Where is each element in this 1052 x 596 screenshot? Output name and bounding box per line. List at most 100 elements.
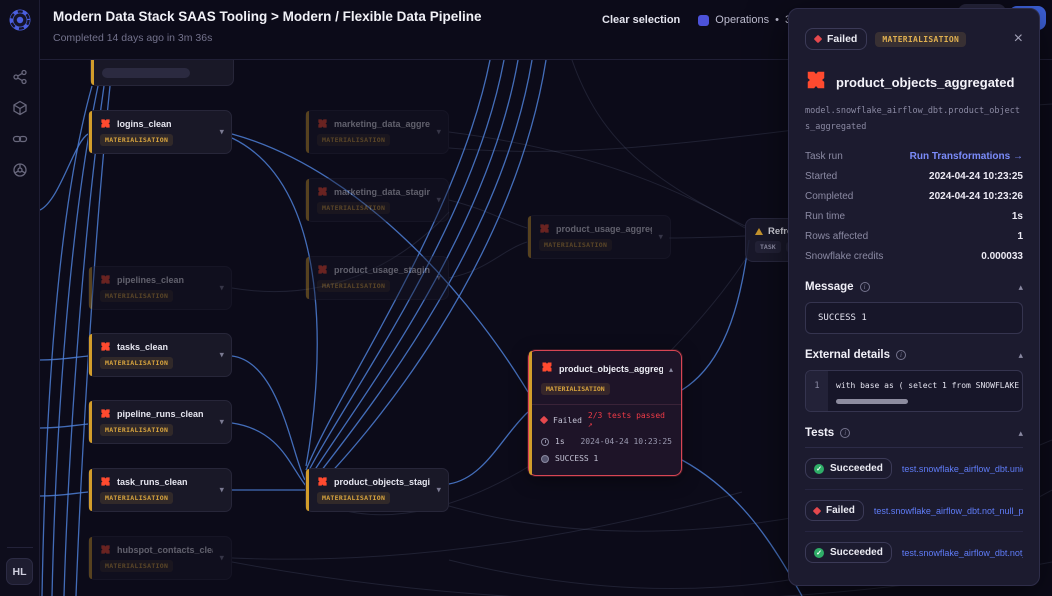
info-icon[interactable]: i bbox=[896, 350, 907, 361]
node-runtime-row: 1s 2024-04-24 10:23:25 bbox=[541, 433, 672, 450]
task-triangle-icon bbox=[755, 228, 763, 235]
clock-icon bbox=[541, 437, 549, 446]
app-logo-icon[interactable] bbox=[8, 8, 32, 37]
collapse-icon[interactable]: ▴ bbox=[1018, 427, 1023, 438]
field-row: Task run Run Transformations → bbox=[805, 150, 1023, 162]
node-name: product_objects_aggregated bbox=[559, 364, 663, 374]
materialisation-badge: MATERIALISATION bbox=[100, 492, 174, 504]
chevron-down-icon[interactable]: ▾ bbox=[219, 484, 224, 495]
dag-node-selected[interactable]: product_objects_aggregated ▴ MATERIALISA… bbox=[528, 350, 682, 476]
node-accent-strip bbox=[89, 334, 92, 376]
info-icon[interactable]: i bbox=[859, 282, 870, 293]
node-accent-strip bbox=[91, 60, 94, 85]
collapse-icon[interactable]: ▴ bbox=[1018, 349, 1023, 360]
dag-node-marketing_data_aggregated[interactable]: marketing_data_aggregated MATERIALISATIO… bbox=[305, 110, 449, 154]
test-link[interactable]: test.snowflake_airflow_dbt.not_null_pr bbox=[873, 505, 1023, 516]
materialisation-badge: MATERIALISATION bbox=[100, 290, 174, 302]
task-run-link[interactable]: Run Transformations → bbox=[909, 150, 1023, 162]
dag-canvas[interactable]: logins_clean MATERIALISATION ▾ marketing… bbox=[40, 60, 1052, 596]
node-accent-strip bbox=[89, 469, 92, 511]
status-badge: Failed bbox=[805, 28, 868, 50]
chevron-down-icon[interactable]: ▾ bbox=[658, 231, 663, 242]
chevron-down-icon[interactable]: ▾ bbox=[436, 194, 441, 205]
node-badge-placeholder bbox=[102, 68, 190, 78]
divider bbox=[529, 404, 681, 405]
success-check-icon: ✓ bbox=[814, 547, 824, 558]
external-details-section: External details i ▴ 1 with base as ( se… bbox=[805, 349, 1023, 413]
breadcrumb: Modern Data Stack SAAS Tooling > Modern … bbox=[53, 9, 482, 24]
test-row: Failed test.snowflake_airflow_dbt.not_nu… bbox=[805, 490, 1023, 533]
chevron-down-icon[interactable]: ▾ bbox=[436, 484, 441, 495]
node-accent-strip bbox=[306, 179, 309, 221]
dag-node-task_runs_clean[interactable]: task_runs_clean MATERIALISATION ▾ bbox=[88, 468, 232, 512]
dbt-icon bbox=[541, 360, 553, 378]
chevron-down-icon[interactable]: ▾ bbox=[436, 272, 441, 283]
horizontal-scrollbar[interactable] bbox=[836, 399, 908, 405]
dag-node-pipeline_runs_clean[interactable]: pipeline_runs_clean MATERIALISATION ▾ bbox=[88, 400, 232, 444]
test-link[interactable]: test.snowflake_airflow_dbt.not_null_pr bbox=[901, 547, 1023, 558]
dag-node-marketing_data_staging[interactable]: marketing_data_staging MATERIALISATION ▾ bbox=[305, 178, 449, 222]
materialisation-badge: MATERIALISATION bbox=[317, 492, 391, 504]
node-name: pipelines_clean bbox=[117, 274, 185, 285]
chevron-down-icon[interactable]: ▾ bbox=[219, 416, 224, 427]
dag-edges bbox=[40, 60, 1052, 596]
chevron-down-icon[interactable]: ▾ bbox=[219, 349, 224, 360]
close-icon[interactable]: × bbox=[1013, 30, 1023, 47]
cube-icon[interactable] bbox=[12, 100, 28, 116]
dag-node-pipelines_clean[interactable]: pipelines_clean MATERIALISATION ▾ bbox=[88, 266, 232, 310]
sidebar-divider bbox=[6, 547, 33, 548]
dag-node-tasks_clean[interactable]: tasks_clean MATERIALISATION ▾ bbox=[88, 333, 232, 377]
test-list: ✓ Succeeded test.snowflake_airflow_dbt.u… bbox=[805, 448, 1023, 573]
failed-diamond-icon bbox=[813, 34, 823, 44]
clear-selection-button[interactable]: Clear selection bbox=[602, 14, 681, 26]
link-icon[interactable] bbox=[12, 131, 28, 147]
node-name: product_usage_staging bbox=[334, 264, 430, 275]
dag-node-product_objects_staging[interactable]: product_objects_staging MATERIALISATION … bbox=[305, 468, 449, 512]
integrations-icon[interactable] bbox=[12, 162, 28, 178]
status-dot-icon bbox=[541, 454, 549, 463]
model-identifier: model.snowflake_airflow_dbt.product_obje… bbox=[805, 106, 1020, 133]
node-accent-strip bbox=[306, 111, 309, 153]
node-accent-strip bbox=[528, 216, 531, 258]
node-name: product_usage_aggregated bbox=[556, 223, 652, 234]
materialisation-badge: MATERIALISATION bbox=[539, 239, 613, 251]
sidebar: HL bbox=[0, 0, 40, 596]
user-avatar[interactable]: HL bbox=[6, 558, 33, 585]
field-value: 1s bbox=[1011, 210, 1023, 222]
materialisation-badge: MATERIALISATION bbox=[100, 424, 174, 436]
chevron-down-icon[interactable]: ▾ bbox=[219, 282, 224, 293]
collapse-icon[interactable]: ▴ bbox=[1018, 281, 1023, 292]
chevron-down-icon[interactable]: ▾ bbox=[436, 126, 441, 137]
test-link[interactable]: test.snowflake_airflow_dbt.unique_pro bbox=[901, 463, 1023, 474]
test-status-badge: ✓ Succeeded bbox=[805, 542, 892, 564]
info-icon[interactable]: i bbox=[840, 428, 851, 439]
dag-node-hubspot_contacts_clean[interactable]: hubspot_contacts_clean MATERIALISATION ▾ bbox=[88, 536, 232, 580]
dag-node-partial[interactable] bbox=[90, 60, 234, 86]
materialisation-badge: MATERIALISATION bbox=[875, 31, 967, 47]
sql-code[interactable]: with base as ( select 1 from SNOWFLAKE bbox=[828, 371, 1022, 411]
chevron-down-icon[interactable]: ▾ bbox=[219, 552, 224, 563]
tests-section: Tests i ▴ ✓ Succeeded test.snowflake_air… bbox=[805, 427, 1023, 573]
field-value: 1 bbox=[1017, 230, 1023, 242]
dag-node-product_usage_aggregated[interactable]: product_usage_aggregated MATERIALISATION… bbox=[527, 215, 671, 259]
node-name: product_objects_staging bbox=[334, 476, 430, 487]
node-detail-panel: Failed MATERIALISATION × product_objects… bbox=[788, 8, 1040, 586]
materialisation-badge: MATERIALISATION bbox=[100, 357, 174, 369]
task-badge: TASK bbox=[755, 241, 781, 253]
dag-node-logins_clean[interactable]: logins_clean MATERIALISATION ▾ bbox=[88, 110, 232, 154]
field-list: Task run Run Transformations → Started 20… bbox=[805, 146, 1023, 266]
field-row: Snowflake credits 0.000033 bbox=[805, 250, 1023, 262]
dag-node-product_usage_staging[interactable]: product_usage_staging MATERIALISATION ▾ bbox=[305, 256, 449, 300]
tests-summary-link[interactable]: 2/3 tests passed ↗ bbox=[587, 411, 665, 429]
node-accent-strip bbox=[89, 401, 92, 443]
success-check-icon: ✓ bbox=[814, 463, 824, 474]
operations-icon bbox=[698, 14, 710, 26]
node-accent-strip bbox=[306, 257, 309, 299]
chevron-up-icon[interactable]: ▴ bbox=[668, 364, 673, 374]
test-row: ✓ Succeeded test.snowflake_airflow_dbt.n… bbox=[805, 532, 1023, 573]
pipeline-graph-icon[interactable] bbox=[12, 69, 28, 85]
chevron-down-icon[interactable]: ▾ bbox=[219, 126, 224, 137]
node-status-row: Failed 2/3 tests passed ↗ bbox=[539, 407, 672, 433]
node-name: tasks_clean bbox=[117, 341, 169, 352]
test-row: ✓ Succeeded test.snowflake_airflow_dbt.u… bbox=[805, 448, 1023, 491]
